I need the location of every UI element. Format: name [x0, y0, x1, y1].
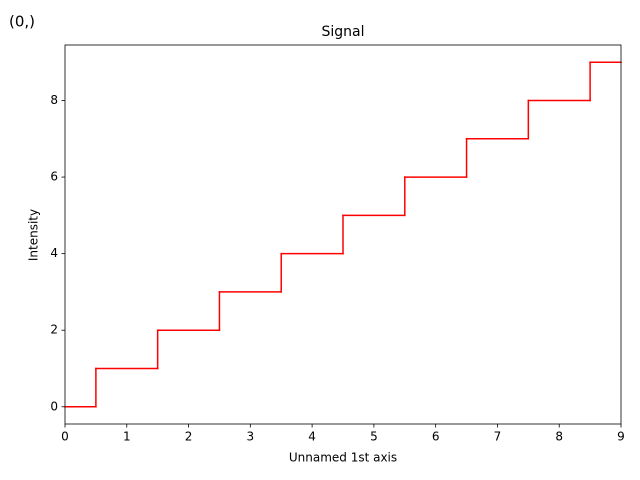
x-tick-label: 1 [123, 430, 131, 444]
annotation: (0,) [9, 13, 35, 31]
x-tick-label: 4 [308, 430, 316, 444]
x-axis-label: Unnamed 1st axis [289, 451, 397, 465]
y-tick-label: 2 [50, 323, 58, 337]
x-tick-label: 8 [555, 430, 563, 444]
x-tick-label: 9 [617, 430, 625, 444]
x-tick-label: 0 [61, 430, 69, 444]
x-tick-label: 2 [185, 430, 193, 444]
x-tick-label: 6 [432, 430, 440, 444]
chart-title: Signal [321, 24, 364, 40]
x-tick-label: 3 [247, 430, 255, 444]
y-tick-label: 8 [50, 93, 58, 107]
y-tick-label: 4 [50, 246, 58, 260]
x-tick-label: 7 [494, 430, 502, 444]
y-axis-label: Intensity [27, 209, 41, 261]
plot-frame [64, 44, 622, 425]
x-tick-label: 5 [370, 430, 378, 444]
y-tick-label: 0 [50, 399, 58, 413]
y-tick-label: 6 [50, 170, 58, 184]
